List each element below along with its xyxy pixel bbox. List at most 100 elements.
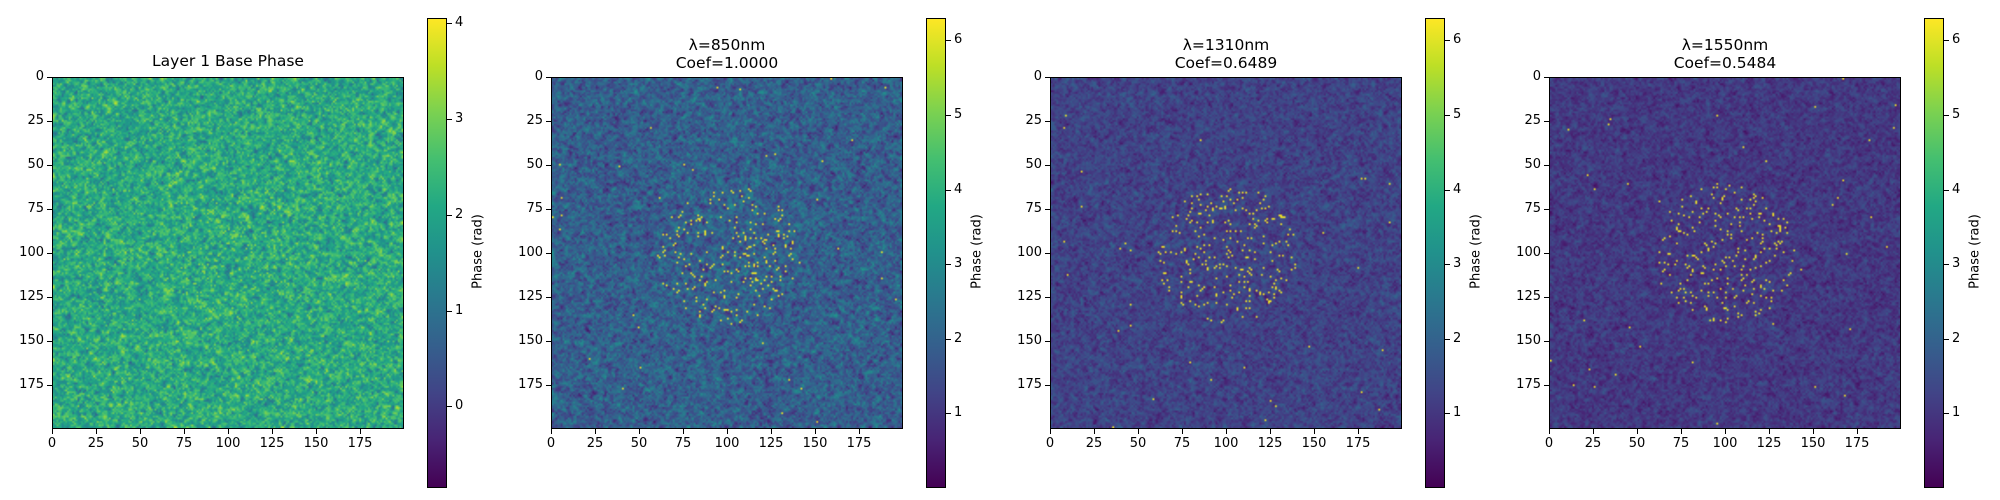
x-tick-label: 0 <box>1544 436 1554 451</box>
y-tick-label: 125 <box>1017 289 1042 304</box>
y-tick-label: 75 <box>1524 201 1541 216</box>
x-tick-label: 25 <box>586 436 604 451</box>
y-tick-label: 25 <box>1025 113 1042 128</box>
y-tick-mark <box>47 165 52 166</box>
colorbar-tick-mark <box>946 338 951 340</box>
y-tick-mark <box>1045 165 1050 166</box>
y-tick-label: 150 <box>518 333 543 348</box>
y-tick-mark <box>1544 121 1549 122</box>
x-tick-mark <box>1725 429 1726 434</box>
colorbar-tick-label: 4 <box>1952 181 1961 197</box>
y-tick-label: 75 <box>526 201 543 216</box>
y-tick-label: 150 <box>1516 333 1541 348</box>
colorbar-tick-mark <box>1944 338 1949 340</box>
x-tick-mark <box>683 429 684 434</box>
panel-4-title: λ=1550nm Coef=0.5484 <box>1549 36 1901 72</box>
y-tick-mark <box>47 253 52 254</box>
x-tick-mark <box>1549 429 1550 434</box>
colorbar-tick-mark <box>1944 413 1949 415</box>
x-tick-mark <box>1270 429 1271 434</box>
y-tick-mark <box>1544 297 1549 298</box>
colorbar-tick-mark <box>1445 40 1450 42</box>
x-tick-label: 125 <box>1257 436 1283 451</box>
x-tick-label: 100 <box>1712 436 1738 451</box>
x-tick-label: 25 <box>87 436 105 451</box>
panel-2-colorbar <box>926 18 946 488</box>
y-tick-label: 175 <box>1516 377 1541 392</box>
x-tick-label: 175 <box>846 436 872 451</box>
x-tick-label: 100 <box>1213 436 1239 451</box>
panel-3-colorbar-label: Phase (rad) <box>1468 214 1484 289</box>
x-tick-label: 125 <box>1756 436 1782 451</box>
y-tick-label: 75 <box>1025 201 1042 216</box>
y-tick-mark <box>1045 209 1050 210</box>
panel-4-colorbar <box>1924 18 1944 488</box>
colorbar-tick-mark <box>946 264 951 266</box>
x-tick-mark <box>1769 429 1770 434</box>
colorbar-tick-label: 2 <box>1952 330 1961 346</box>
colorbar-tick-label: 6 <box>1952 32 1961 48</box>
colorbar-tick-label: 1 <box>1952 405 1961 421</box>
y-tick-mark <box>47 385 52 386</box>
colorbar-tick-mark <box>447 118 452 120</box>
x-tick-label: 75 <box>1173 436 1191 451</box>
y-tick-mark <box>1544 253 1549 254</box>
y-tick-label: 0 <box>1033 69 1042 84</box>
y-tick-mark <box>1544 77 1549 78</box>
colorbar-tick-label: 6 <box>1453 32 1462 48</box>
colorbar-tick-mark <box>1445 338 1450 340</box>
x-tick-label: 50 <box>131 436 149 451</box>
colorbar-tick-mark <box>447 310 452 312</box>
y-tick-label: 25 <box>526 113 543 128</box>
y-tick-mark <box>1045 253 1050 254</box>
y-tick-mark <box>546 77 551 78</box>
colorbar-tick-label: 2 <box>954 330 963 346</box>
panel-2-colorbar-label: Phase (rad) <box>969 214 985 289</box>
x-tick-label: 150 <box>1301 436 1327 451</box>
y-tick-label: 0 <box>534 69 543 84</box>
y-tick-mark <box>1045 385 1050 386</box>
panel-4-heatmap <box>1549 77 1901 429</box>
colorbar-tick-label: 2 <box>1453 330 1462 346</box>
x-tick-mark <box>1138 429 1139 434</box>
colorbar-tick-mark <box>946 40 951 42</box>
x-tick-label: 50 <box>1628 436 1646 451</box>
y-tick-mark <box>546 121 551 122</box>
colorbar-tick-label: 3 <box>455 110 464 126</box>
x-tick-mark <box>859 429 860 434</box>
y-tick-mark <box>1045 121 1050 122</box>
panel-1-colorbar <box>427 18 447 488</box>
x-tick-label: 50 <box>630 436 648 451</box>
colorbar-tick-mark <box>1944 40 1949 42</box>
colorbar-tick-mark <box>1944 264 1949 266</box>
x-tick-label: 75 <box>1672 436 1690 451</box>
colorbar-tick-mark <box>946 413 951 415</box>
colorbar-tick-label: 5 <box>1453 106 1462 122</box>
x-tick-mark <box>639 429 640 434</box>
y-tick-mark <box>546 385 551 386</box>
colorbar-tick-mark <box>1445 189 1450 191</box>
colorbar-tick-label: 5 <box>954 106 963 122</box>
x-tick-mark <box>1637 429 1638 434</box>
x-tick-mark <box>727 429 728 434</box>
panel-2-heatmap <box>551 77 903 429</box>
colorbar-tick-mark <box>447 406 452 408</box>
y-tick-label: 0 <box>1532 69 1541 84</box>
y-tick-mark <box>546 341 551 342</box>
panel-4-heatmap-canvas <box>1550 78 1900 428</box>
x-tick-mark <box>1813 429 1814 434</box>
x-tick-mark <box>52 429 53 434</box>
x-tick-label: 150 <box>303 436 329 451</box>
panel-2-title-line: λ=850nm <box>688 36 766 54</box>
y-tick-mark <box>1544 385 1549 386</box>
colorbar-tick-mark <box>1445 413 1450 415</box>
colorbar-tick-label: 3 <box>1952 256 1961 272</box>
colorbar-tick-label: 4 <box>455 14 464 30</box>
colorbar-tick-mark <box>1944 189 1949 191</box>
y-tick-label: 125 <box>19 289 44 304</box>
y-tick-label: 50 <box>1025 157 1042 172</box>
x-tick-mark <box>360 429 361 434</box>
x-tick-mark <box>1050 429 1051 434</box>
y-tick-label: 100 <box>518 245 543 260</box>
y-tick-mark <box>546 165 551 166</box>
